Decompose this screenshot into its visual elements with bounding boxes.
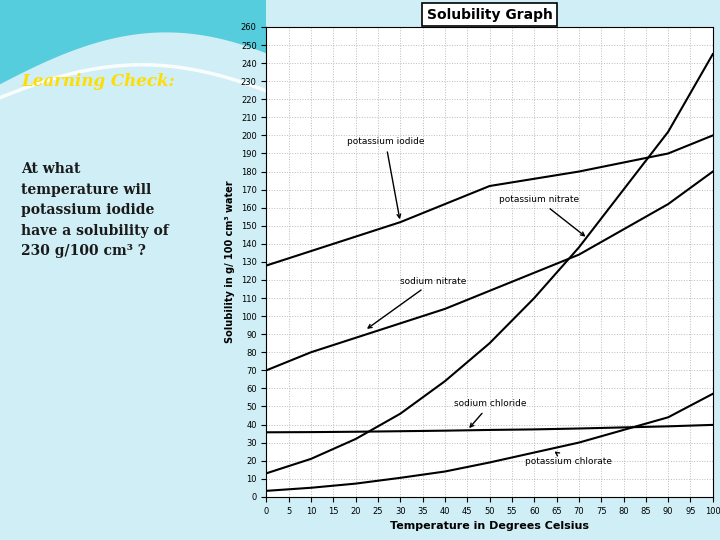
Title: Solubility Graph: Solubility Graph [427, 8, 552, 22]
Text: sodium chloride: sodium chloride [454, 400, 526, 427]
Text: sodium nitrate: sodium nitrate [368, 276, 467, 328]
Y-axis label: Solubility in g/ 100 cm³ water: Solubility in g/ 100 cm³ water [225, 180, 235, 343]
X-axis label: Temperature in Degrees Celsius: Temperature in Degrees Celsius [390, 521, 589, 531]
Text: potassium iodide: potassium iodide [347, 138, 424, 218]
PathPatch shape [0, 0, 266, 84]
Text: potassium chlorate: potassium chlorate [526, 453, 612, 466]
Text: Learning Check:: Learning Check: [22, 73, 175, 90]
Text: At what
temperature will
potassium iodide
have a solubility of
230 g/100 cm³ ?: At what temperature will potassium iodid… [22, 162, 169, 259]
Text: potassium nitrate: potassium nitrate [498, 195, 585, 236]
